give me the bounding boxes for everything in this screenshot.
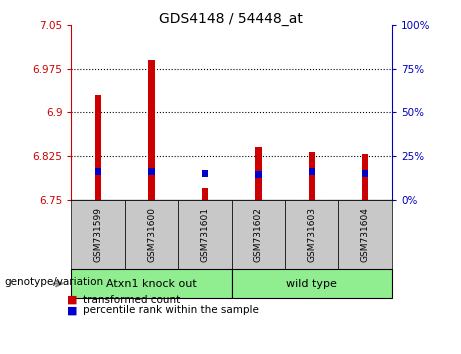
Text: wild type: wild type [286,279,337,289]
Text: GSM731604: GSM731604 [361,207,370,262]
Text: GSM731602: GSM731602 [254,207,263,262]
Text: genotype/variation: genotype/variation [5,277,104,287]
Text: GSM731599: GSM731599 [94,207,103,262]
Text: GSM731603: GSM731603 [307,207,316,262]
Text: percentile rank within the sample: percentile rank within the sample [83,306,259,315]
Bar [148,168,155,175]
Bar [308,152,315,200]
Text: ■: ■ [67,295,77,305]
Text: Atxn1 knock out: Atxn1 knock out [106,279,197,289]
Text: ■: ■ [67,306,77,315]
Text: transformed count: transformed count [83,295,180,305]
Bar [362,154,368,200]
Bar [202,170,208,177]
Bar [308,169,315,176]
Bar [95,168,101,175]
Bar [255,171,261,178]
Bar [202,188,208,200]
Text: GDS4148 / 54448_at: GDS4148 / 54448_at [159,12,302,27]
Bar [95,95,101,200]
Text: GSM731601: GSM731601 [201,207,209,262]
Bar [255,147,261,200]
Text: GSM731600: GSM731600 [147,207,156,262]
Bar [148,60,155,200]
Bar [362,170,368,177]
